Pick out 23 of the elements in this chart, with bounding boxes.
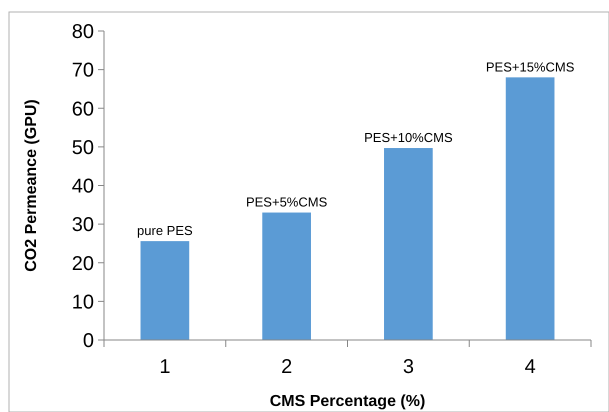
x-axis-title: CMS Percentage (%) bbox=[270, 393, 426, 410]
bar bbox=[262, 212, 311, 340]
annotation: PES+15%CMS bbox=[486, 59, 575, 74]
x-tick-label: 3 bbox=[402, 356, 414, 378]
annotation: pure PES bbox=[137, 223, 194, 238]
x-tick-label: 2 bbox=[281, 356, 292, 378]
y-tick-label: 80 bbox=[72, 21, 94, 43]
x-tick-label: 1 bbox=[159, 356, 170, 378]
y-tick-label: 20 bbox=[72, 252, 94, 275]
annotation: PES+10%CMS bbox=[364, 130, 453, 146]
y-tick-label: 70 bbox=[72, 60, 94, 82]
y-tick-label: 30 bbox=[72, 214, 94, 236]
bar bbox=[140, 241, 190, 340]
x-tick-label: 4 bbox=[524, 356, 536, 378]
y-tick-label: 40 bbox=[72, 176, 94, 198]
y-tick-label: 0 bbox=[82, 330, 94, 352]
bar bbox=[384, 148, 433, 340]
y-axis-title: CO2 Permeance (GPU) bbox=[23, 99, 40, 272]
y-tick-label: 50 bbox=[72, 136, 94, 159]
y-tick-label: 10 bbox=[72, 291, 94, 314]
annotation: PES+5%CMS bbox=[246, 194, 328, 210]
bar bbox=[506, 77, 554, 340]
y-tick-label: 60 bbox=[72, 98, 94, 120]
